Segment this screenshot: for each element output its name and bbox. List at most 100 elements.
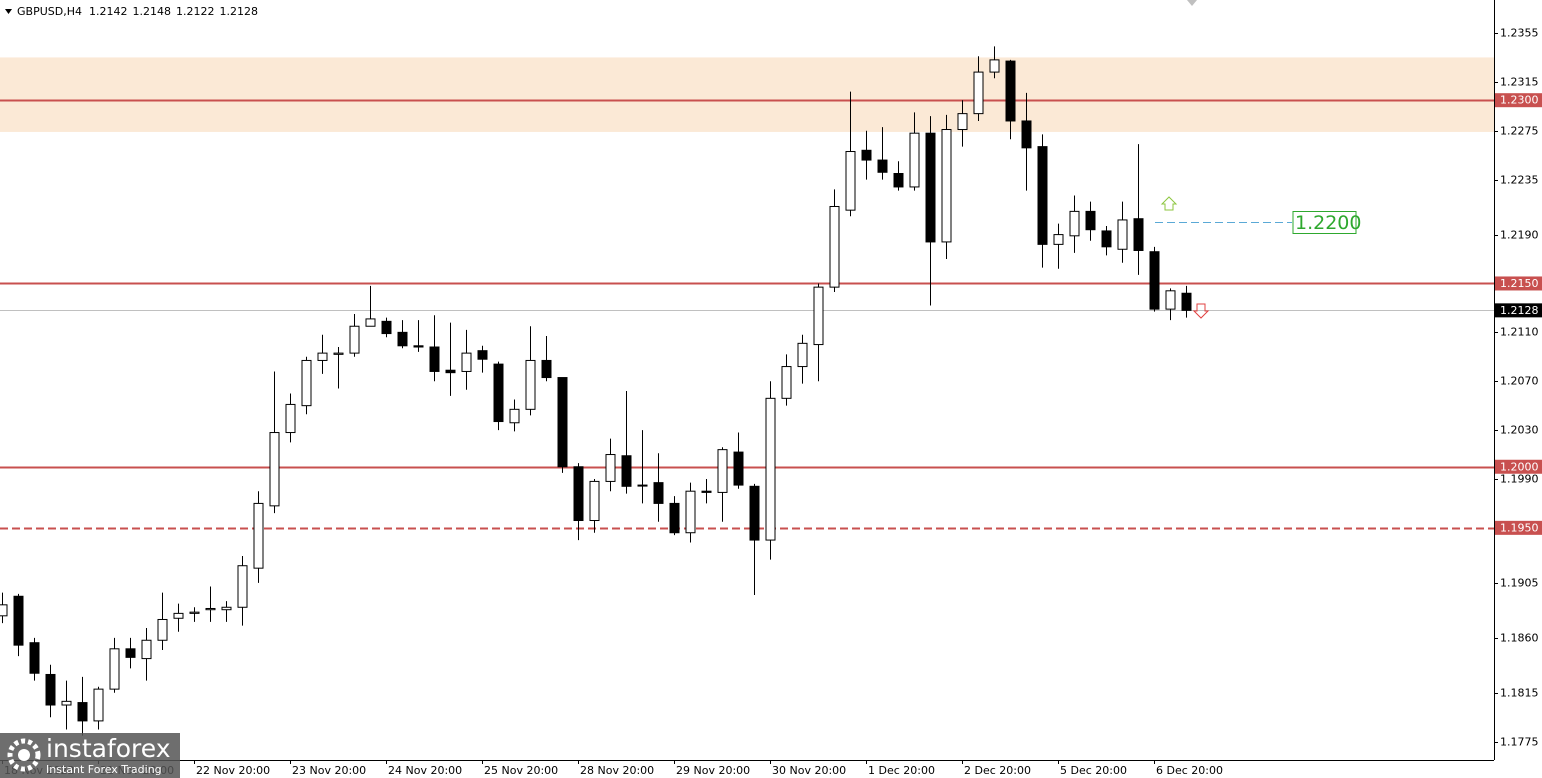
candle-body: [237, 565, 248, 608]
candle-body: [173, 612, 184, 619]
x-tick-label: 28 Nov 20:00: [580, 764, 654, 777]
candle-body: [685, 490, 696, 534]
candle-body: [1037, 146, 1048, 245]
candle-body: [61, 700, 72, 706]
level-label-box: [1495, 520, 1542, 535]
candle-body: [1181, 292, 1192, 311]
candle-body: [461, 352, 472, 372]
candle-body: [413, 345, 424, 348]
candle-body: [1005, 60, 1016, 122]
x-tick-label: 5 Dec 20:00: [1060, 764, 1127, 777]
candle-body: [0, 604, 8, 617]
y-tick-label: 1.1775: [1500, 736, 1539, 749]
candle-body: [701, 490, 712, 493]
y-tick-label: 1.1815: [1500, 687, 1539, 700]
candle-body: [1021, 120, 1032, 149]
y-tick-label: 1.2110: [1500, 326, 1539, 339]
level-label-box: [1495, 303, 1542, 318]
level-label-box: [1495, 459, 1542, 474]
candle-body: [13, 595, 24, 646]
candle-body: [365, 318, 376, 327]
plot-area: 1.2200: [0, 46, 1494, 736]
y-tick-label: 1.1990: [1500, 473, 1539, 486]
candle-body: [509, 408, 520, 424]
brand: instaforex: [46, 734, 171, 763]
candle-body: [909, 132, 920, 188]
target-label: 1.2200: [1295, 212, 1361, 234]
candle-body: [1101, 230, 1112, 248]
candle-body: [781, 366, 792, 399]
y-tick-label: 1.2275: [1500, 125, 1539, 138]
level-label-box: [1495, 276, 1542, 291]
level-label: 1.1950: [1500, 521, 1539, 534]
candle-body: [829, 205, 840, 288]
candle-body: [429, 346, 440, 372]
level-label: 1.2128: [1500, 304, 1539, 317]
candle-body: [589, 480, 600, 522]
candle-body: [813, 286, 824, 346]
candle-body: [381, 320, 392, 335]
level-label: 1.2000: [1500, 460, 1539, 473]
candle-body: [573, 466, 584, 522]
y-tick-label: 1.1905: [1500, 577, 1539, 590]
low: 1.2122: [176, 5, 215, 18]
candle-body: [797, 342, 808, 368]
candle-body: [845, 151, 856, 211]
candle-body: [285, 403, 296, 434]
x-tick-label: 30 Nov 20:00: [772, 764, 846, 777]
candle-body: [925, 132, 936, 243]
close: 1.2128: [219, 5, 258, 18]
candle-body: [301, 359, 312, 407]
candle-body: [877, 159, 888, 173]
candle-body: [189, 611, 200, 614]
candle-body: [269, 432, 280, 507]
candle-body: [525, 359, 536, 410]
x-tick-label: 24 Nov 20:00: [388, 764, 462, 777]
candle-body: [717, 449, 728, 493]
candle-body: [957, 113, 968, 131]
candle-body: [93, 688, 104, 722]
candle-body: [205, 607, 216, 611]
x-tick-label: 6 Dec 20:00: [1156, 764, 1223, 777]
candle-body: [669, 502, 680, 534]
level-label-box: [1495, 93, 1542, 108]
y-tick-label: 1.1860: [1500, 632, 1539, 645]
candle-body: [541, 359, 552, 379]
candle-body: [637, 484, 648, 487]
shift-marker: [1187, 0, 1197, 6]
candle-body: [1149, 251, 1160, 310]
resistance-zone: [0, 57, 1494, 132]
x-tick-label: 22 Nov 20:00: [196, 764, 270, 777]
candle-body: [477, 350, 488, 360]
candle-body: [253, 502, 264, 569]
candle-body: [349, 325, 360, 354]
candle-body: [893, 173, 904, 188]
candle-body: [621, 455, 632, 487]
candle-body: [749, 485, 760, 541]
symbol: GBPUSD,H4: [17, 5, 82, 18]
y-tick-label: 1.2070: [1500, 375, 1539, 388]
candle-body: [1133, 218, 1144, 251]
menu-triangle: [5, 9, 12, 14]
watermark: instaforex Instant Forex Trading: [0, 733, 180, 778]
up-arrow: [1160, 196, 1178, 211]
x-tick-label: 23 Nov 20:00: [292, 764, 366, 777]
down-arrow: [1192, 303, 1210, 319]
candle-body: [45, 673, 56, 706]
x-tick-label: 29 Nov 20:00: [676, 764, 750, 777]
candle-body: [445, 369, 456, 374]
level-label: 1.2150: [1500, 277, 1539, 290]
slogan: Instant Forex Trading: [46, 763, 162, 776]
candle-body: [861, 149, 872, 161]
level-label: 1.2300: [1500, 94, 1539, 107]
candle-body: [1069, 210, 1080, 237]
target-box: [1292, 211, 1357, 234]
candle-body: [77, 702, 88, 722]
logo-center: [18, 749, 30, 761]
candle-body: [221, 606, 232, 611]
y-tick-label: 1.2355: [1500, 27, 1539, 40]
candle-body: [941, 129, 952, 243]
candle-body: [157, 618, 168, 641]
